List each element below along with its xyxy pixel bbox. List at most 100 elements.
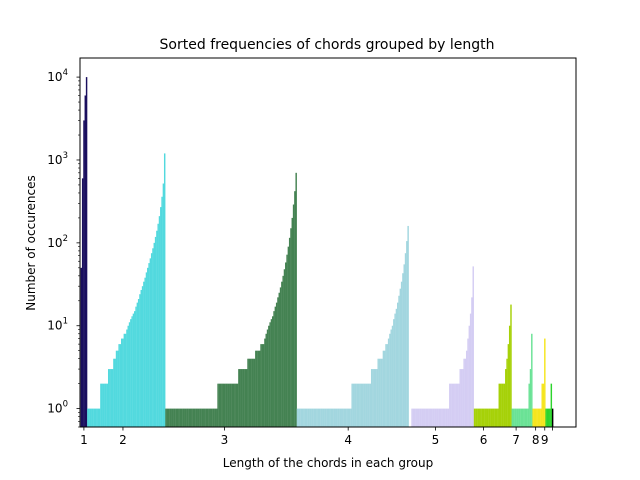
bar	[493, 408, 495, 427]
bar	[497, 408, 499, 427]
bar	[171, 408, 174, 427]
bar	[467, 338, 469, 427]
bar	[347, 408, 349, 427]
bar	[287, 246, 290, 427]
bar	[143, 281, 145, 427]
bar	[124, 333, 127, 427]
bar	[140, 289, 142, 427]
bar	[96, 408, 98, 427]
bar	[428, 408, 430, 427]
bar	[222, 383, 224, 427]
bar	[542, 383, 545, 427]
bar	[244, 369, 247, 427]
bar	[339, 408, 342, 427]
bar	[214, 408, 217, 427]
bar	[490, 408, 493, 427]
bar	[397, 302, 399, 427]
bar	[84, 95, 87, 428]
bar	[495, 408, 498, 427]
bar	[433, 408, 435, 427]
bar	[301, 408, 304, 427]
bar	[255, 350, 257, 427]
bar	[421, 408, 424, 427]
bar	[359, 383, 361, 427]
bar	[111, 369, 114, 427]
bar	[325, 408, 327, 427]
bar	[508, 325, 511, 427]
bar	[199, 408, 201, 427]
bar	[93, 408, 96, 427]
bar	[499, 383, 502, 427]
bar	[314, 408, 317, 427]
bar	[541, 383, 543, 427]
bar	[386, 344, 389, 427]
bars-layer	[80, 77, 554, 428]
bar	[437, 408, 439, 427]
bar	[391, 325, 394, 427]
bar	[454, 383, 456, 427]
bar	[506, 358, 508, 427]
bar	[193, 408, 196, 427]
bar	[331, 408, 334, 427]
bar	[481, 408, 484, 427]
bar	[313, 408, 316, 427]
x-tick-label: 9	[541, 433, 549, 447]
y-tick-label: 102	[47, 234, 68, 250]
bar	[81, 178, 84, 427]
bar	[85, 77, 88, 427]
bar	[365, 383, 368, 427]
bar	[285, 262, 287, 427]
bar	[519, 408, 521, 427]
bar	[126, 329, 128, 427]
bar	[484, 408, 486, 427]
bar	[400, 281, 403, 427]
bar	[537, 408, 540, 427]
bar	[451, 383, 454, 427]
bar	[226, 383, 228, 427]
bar	[403, 264, 405, 427]
bar	[206, 408, 209, 427]
bar	[472, 266, 474, 427]
bar	[321, 408, 323, 427]
bar	[117, 350, 119, 427]
bar	[406, 241, 408, 427]
bar	[162, 183, 165, 427]
bar	[232, 383, 235, 427]
bar	[523, 408, 525, 427]
bar	[480, 408, 482, 427]
bar	[119, 344, 122, 427]
bar	[322, 408, 325, 427]
bar	[350, 408, 352, 427]
bar	[156, 230, 158, 427]
bar	[253, 358, 256, 427]
bar	[204, 408, 206, 427]
bar	[389, 333, 391, 427]
bar	[208, 408, 210, 427]
bar	[367, 383, 369, 427]
bar	[380, 358, 382, 427]
bar	[113, 358, 115, 427]
bar	[179, 408, 182, 427]
bar	[544, 338, 546, 427]
bar	[266, 329, 269, 427]
bar	[505, 369, 507, 427]
bar	[512, 408, 515, 427]
bar	[494, 408, 497, 427]
y-tick-label: 103	[47, 151, 68, 167]
bar	[298, 408, 300, 427]
bar	[450, 383, 452, 427]
bar	[149, 258, 152, 427]
x-tick-label: 1	[80, 433, 88, 447]
bar	[464, 358, 467, 427]
bar	[106, 383, 109, 427]
bar	[439, 408, 442, 427]
bar	[110, 369, 113, 427]
bar	[337, 408, 339, 427]
bar	[144, 277, 146, 427]
bar	[196, 408, 198, 427]
bar	[502, 383, 504, 427]
x-axis-label: Length of the chords in each group	[223, 456, 433, 470]
bar	[443, 408, 446, 427]
bar	[477, 408, 480, 427]
